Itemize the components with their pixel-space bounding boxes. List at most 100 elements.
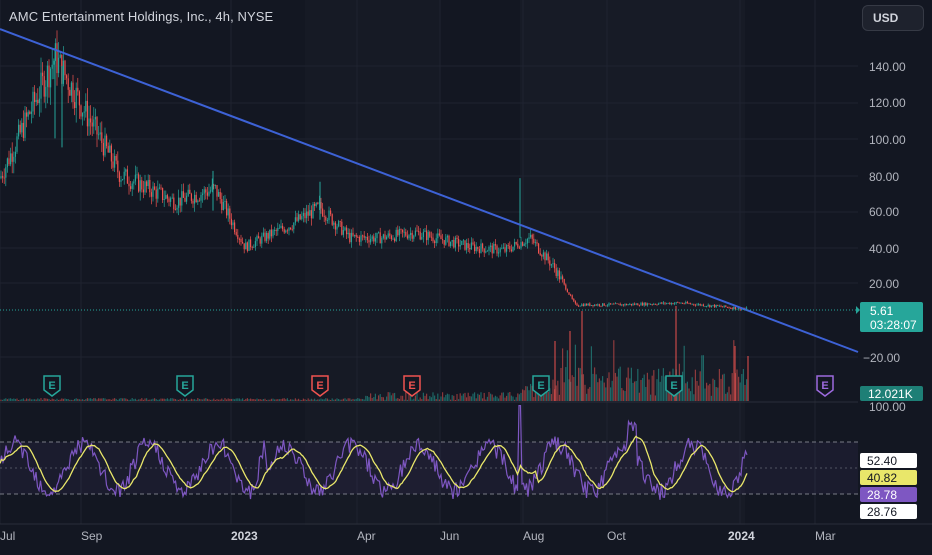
volume-bar <box>392 393 394 401</box>
candle-body <box>715 304 717 308</box>
volume-bar <box>192 399 194 401</box>
candle-body <box>470 242 472 250</box>
price-axis[interactable]: 140.00 120.00 100.00 80.00 60.00 40.00 2… <box>863 60 906 365</box>
candle-body <box>107 146 109 153</box>
candle-body <box>499 248 501 253</box>
candle-body <box>686 301 688 304</box>
volume-bar <box>174 399 176 401</box>
volume-bar <box>54 399 56 401</box>
volume-bar <box>70 399 72 401</box>
volume-bar <box>706 382 708 401</box>
volume-bar <box>602 376 604 401</box>
volume-bar <box>509 392 511 401</box>
candle-body <box>586 303 588 306</box>
candle-body <box>605 305 607 307</box>
candle-body <box>611 303 613 305</box>
volume-bar <box>200 399 202 401</box>
candle-body <box>197 200 199 203</box>
volume-bar <box>459 393 461 401</box>
candle-body <box>558 270 560 280</box>
volume-bar <box>642 378 644 401</box>
volume-bar <box>654 395 656 401</box>
candle-body <box>426 230 428 241</box>
candle-body <box>165 195 167 199</box>
volume-bar <box>240 399 242 401</box>
volume-bar <box>378 395 380 401</box>
candle-body <box>478 249 480 254</box>
candle-body <box>192 200 194 204</box>
earnings-marker[interactable]: E <box>532 375 550 397</box>
volume-bar <box>533 397 535 401</box>
candle-body <box>552 263 554 265</box>
candle-body <box>373 236 375 242</box>
volume-bar <box>744 384 746 401</box>
candle-body <box>30 111 32 114</box>
candle-body <box>314 203 316 206</box>
volume-bar <box>411 399 413 401</box>
grid <box>0 0 858 524</box>
volume-bar <box>99 398 101 401</box>
candle-body <box>659 302 661 304</box>
volume-bar <box>315 399 317 401</box>
earnings-marker[interactable]: E <box>311 375 329 397</box>
candle-body <box>491 245 493 254</box>
volume-bar <box>658 368 660 401</box>
volume-bar <box>224 398 226 401</box>
volume-bar <box>10 398 12 401</box>
candle-body <box>568 292 570 295</box>
candle-body <box>77 87 79 92</box>
candle-body <box>82 112 84 117</box>
candle-body <box>547 253 549 261</box>
volume-bar <box>48 398 50 401</box>
volume-bar <box>488 392 490 401</box>
currency-button[interactable]: USD <box>862 5 924 31</box>
volume-bar <box>179 399 181 401</box>
volume-bar <box>701 355 703 401</box>
candle-body <box>240 238 242 243</box>
earnings-marker[interactable]: E <box>403 375 421 397</box>
candle-body <box>24 112 26 138</box>
trendline[interactable] <box>0 28 859 353</box>
volume-bar <box>562 348 564 401</box>
earnings-marker[interactable]: E <box>816 375 834 397</box>
time-axis[interactable]: Jul Sep 2023 Apr Jun Aug Oct 2024 Mar <box>0 529 836 543</box>
candle-body <box>355 234 357 237</box>
rsi-label-28b: 28.76 <box>867 505 897 519</box>
candle-body <box>390 235 392 240</box>
volume-bar <box>477 393 479 401</box>
earnings-marker-shape <box>532 375 550 397</box>
volume-bar <box>566 350 568 401</box>
volume-bar <box>515 397 517 401</box>
candle-body <box>234 222 236 233</box>
candle-body <box>218 192 220 197</box>
volume-bar <box>8 398 10 401</box>
candle-body <box>131 183 133 189</box>
price-tick-minus-20: −20.00 <box>863 351 900 365</box>
candle-body <box>683 303 685 305</box>
candle-body <box>718 305 720 307</box>
volume-bar <box>494 395 496 401</box>
volume-bar <box>205 398 207 401</box>
volume-bar <box>184 399 186 401</box>
candle-body <box>168 198 170 202</box>
candle-body <box>336 226 338 230</box>
earnings-marker[interactable]: E <box>43 375 61 397</box>
volume-bar <box>704 388 706 401</box>
earnings-marker[interactable]: E <box>176 375 194 397</box>
candle-body <box>746 307 748 309</box>
volume-bar <box>629 378 631 401</box>
volume-bar <box>398 398 400 401</box>
volume-bar <box>286 398 288 401</box>
volume-bar <box>405 392 407 401</box>
volume-bar <box>16 398 18 401</box>
volume-bar <box>333 399 335 401</box>
earnings-marker[interactable]: E <box>665 375 683 397</box>
candle-body <box>195 194 197 203</box>
volume-bar <box>557 380 559 401</box>
volume-bar <box>680 383 682 401</box>
candle-body <box>325 216 327 221</box>
price-tick-120: 120.00 <box>869 96 906 110</box>
candle-body <box>397 229 399 236</box>
